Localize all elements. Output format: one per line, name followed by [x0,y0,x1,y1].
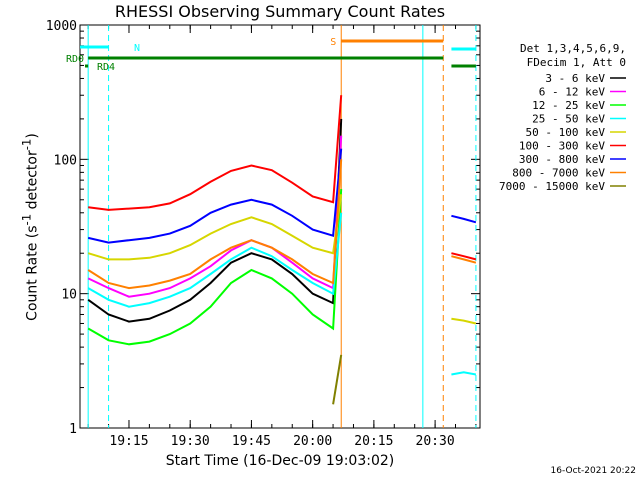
y-tick-label: 1 [69,422,77,437]
series-line [87,189,343,346]
chart-title: RHESSI Observing Summary Count Rates [114,2,446,21]
series-line [87,148,343,244]
y-axis-label-mid: detector [24,150,41,214]
legend-header: FDecim 1, Att 0 [527,56,626,69]
x-tick-label: 19:45 [232,434,271,449]
legend-label: 300 - 800 keV [519,153,605,166]
series-line [88,95,343,211]
legend-header: Det 1,3,4,5,6,9, [520,42,626,55]
series-line [332,354,343,405]
y-axis-label: Count Rate (s-1 detector-1) [20,133,41,321]
legend-label: 50 - 100 keV [526,126,606,139]
y-tick-label: 10 [61,288,77,303]
generation-timestamp: 16-Oct-2021 20:22 [550,466,636,476]
x-tick-label: 20:00 [293,434,332,449]
legend-label: 800 - 7000 keV [512,167,605,180]
y-axis-label-sup2: -1 [19,138,34,151]
annotation-label: S [330,37,336,48]
annotation-label: RD4 [97,62,115,73]
x-tick-label: 19:30 [171,434,210,449]
legend-label: 12 - 25 keV [532,99,605,112]
x-tick-label: 19:15 [109,434,148,449]
legend-label: 6 - 12 keV [539,86,606,99]
series-line [87,159,343,290]
y-tick-label: 100 [54,153,77,168]
annotation-label: N [134,43,140,54]
legend-label: 100 - 300 keV [519,140,605,153]
series-line [451,317,477,325]
y-tick-label: 1000 [46,19,77,34]
x-tick-label: 20:30 [416,434,455,449]
annotation-label: RD0 [66,54,84,65]
y-axis-label-start: Count Rate (s [24,225,41,321]
legend-label: 7000 - 15000 keV [499,180,605,193]
series-line [87,212,343,308]
plot-frame [79,24,481,429]
series-line [87,118,343,323]
x-axis-label: Start Time (16-Dec-09 19:03:02) [165,453,395,469]
x-tick-label: 20:15 [354,434,393,449]
legend-label: 25 - 50 keV [532,113,605,126]
series-line [451,371,477,376]
series-line [87,194,343,261]
series-line [451,252,477,261]
y-axis-label-end: ) [24,133,41,139]
series-line [451,214,477,224]
series-line [87,135,343,298]
series-line [451,255,477,264]
legend-label: 3 - 6 keV [545,72,605,85]
y-axis-label-sup: -1 [19,213,34,226]
